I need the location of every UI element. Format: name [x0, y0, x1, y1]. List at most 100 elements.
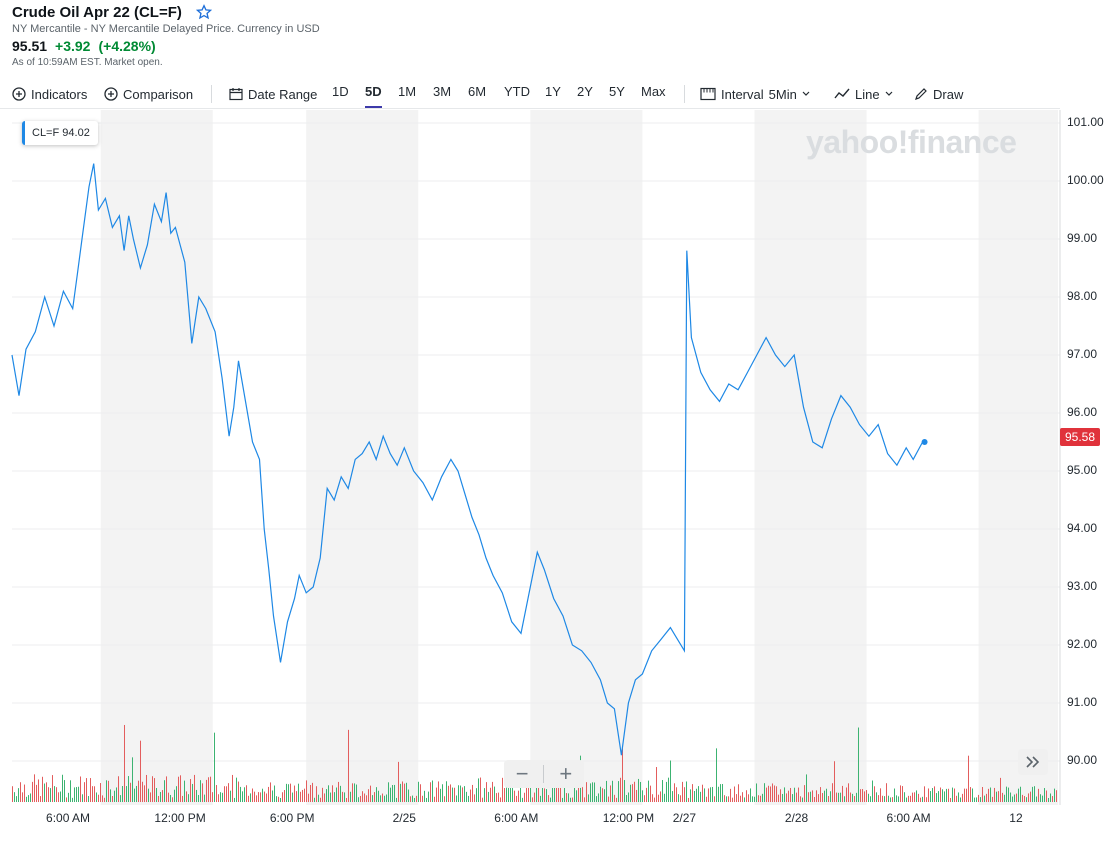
volume-bar — [1038, 788, 1039, 802]
volume-bar — [658, 794, 659, 802]
range-3m[interactable]: 3M — [433, 84, 452, 99]
volume-bar — [1044, 788, 1045, 802]
chart-type-dropdown[interactable]: Line — [834, 84, 893, 104]
volume-bar — [444, 796, 445, 802]
volume-bar — [78, 786, 79, 802]
volume-bar — [1052, 796, 1053, 802]
volume-bar — [588, 794, 589, 802]
volume-bar — [530, 784, 531, 802]
draw-button[interactable]: Draw — [914, 84, 963, 104]
volume-bar — [546, 789, 547, 802]
volume-bar — [1032, 786, 1033, 802]
volume-bar — [532, 797, 533, 802]
volume-bar — [564, 784, 565, 802]
volume-bar — [752, 796, 753, 802]
zoom-in-button[interactable]: + — [559, 761, 573, 786]
volume-bar — [782, 793, 783, 802]
volume-bar — [994, 787, 995, 802]
volume-bar — [284, 790, 285, 802]
volume-bar — [672, 791, 673, 802]
range-5y[interactable]: 5Y — [609, 84, 625, 99]
volume-bar — [828, 796, 829, 802]
volume-bar — [810, 791, 811, 802]
volume-bar — [496, 793, 497, 802]
volume-bar — [590, 783, 591, 802]
volume-bar — [114, 790, 115, 802]
range-2y[interactable]: 2Y — [577, 84, 593, 99]
volume-bar — [412, 795, 413, 802]
volume-bar — [106, 780, 107, 802]
volume-bar — [818, 794, 819, 802]
volume-bar — [294, 785, 295, 802]
volume-bar — [386, 794, 387, 802]
volume-bar — [334, 792, 335, 802]
volume-bar — [156, 787, 157, 802]
volume-bar — [176, 786, 177, 802]
volume-bar — [76, 787, 77, 802]
double-chevron-right-icon — [1026, 756, 1040, 768]
volume-bar — [320, 797, 321, 802]
volume-bar — [702, 784, 703, 802]
volume-bar — [724, 795, 725, 802]
volume-bar — [318, 794, 319, 802]
volume-bar — [464, 786, 465, 802]
volume-bar — [262, 788, 263, 802]
volume-bar — [240, 786, 241, 802]
range-1m[interactable]: 1M — [398, 84, 417, 99]
y-tick-label: 95.00 — [1067, 463, 1098, 477]
volume-bar — [798, 787, 799, 802]
volume-bar — [872, 780, 873, 802]
interval-dropdown[interactable]: Interval 5Min — [700, 84, 810, 104]
volume-bar — [696, 788, 697, 802]
zoom-out-button[interactable]: − — [515, 761, 529, 786]
range-6m[interactable]: 6M — [468, 84, 487, 99]
date-range-button[interactable]: Date Range — [229, 84, 317, 104]
volume-bar — [508, 778, 509, 802]
volume-bar — [870, 796, 871, 802]
star-icon[interactable] — [195, 4, 212, 20]
volume-bar — [578, 786, 579, 802]
volume-bar — [844, 796, 845, 802]
volume-bar — [232, 774, 233, 802]
volume-bar — [554, 778, 555, 802]
volume-bar — [40, 796, 41, 802]
volume-bar — [268, 786, 269, 802]
volume-bar — [34, 774, 35, 802]
volume-bar — [498, 792, 499, 802]
range-ytd[interactable]: YTD — [504, 84, 530, 99]
volume-bar — [604, 789, 605, 802]
interval-label: Interval — [721, 86, 764, 102]
volume-bar — [860, 789, 861, 802]
volume-bar — [656, 767, 657, 802]
volume-bar — [1012, 796, 1013, 802]
comparison-button[interactable]: Comparison — [104, 84, 193, 104]
volume-bar — [804, 785, 805, 802]
volume-bar — [292, 792, 293, 802]
volume-bar — [542, 780, 543, 802]
volume-bar — [512, 783, 513, 802]
indicators-button[interactable]: Indicators — [12, 84, 87, 104]
volume-bar — [316, 786, 317, 802]
volume-bar — [576, 790, 577, 802]
volume-bar — [418, 781, 419, 802]
range-5d[interactable]: 5D — [365, 84, 382, 109]
range-max[interactable]: Max — [641, 84, 666, 99]
volume-bar — [802, 797, 803, 802]
range-1d[interactable]: 1D — [332, 84, 349, 99]
volume-bar — [778, 794, 779, 802]
volume-bar — [42, 776, 43, 802]
volume-bar — [612, 780, 613, 802]
chevron-down-icon — [802, 91, 810, 96]
volume-bar — [700, 791, 701, 802]
price-chart[interactable] — [0, 110, 1108, 810]
range-1y[interactable]: 1Y — [545, 84, 561, 99]
volume-bar — [886, 783, 887, 802]
volume-bar — [962, 793, 963, 802]
volume-bar — [252, 788, 253, 802]
volume-bar — [722, 783, 723, 802]
volume-bar — [506, 777, 507, 802]
volume-bar — [986, 793, 987, 802]
volume-bar — [758, 795, 759, 802]
volume-bar — [272, 790, 273, 802]
scroll-to-latest-button[interactable] — [1018, 749, 1048, 775]
